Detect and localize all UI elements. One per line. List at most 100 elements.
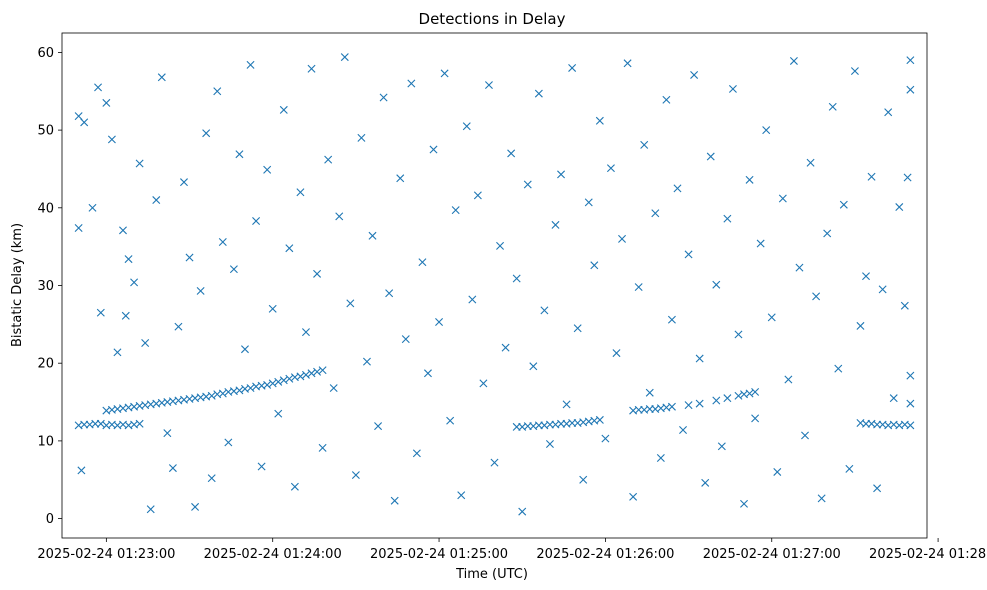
data-point [695,399,704,408]
data-point [745,175,754,184]
data-point [318,366,327,375]
data-point [845,464,854,473]
data-point [568,63,577,72]
data-point [152,196,161,205]
data-point [74,224,83,232]
data-point [706,152,715,161]
data-point [412,449,421,458]
data-point [257,462,266,471]
data-point [135,419,144,428]
data-point [96,419,105,428]
data-point [690,70,699,79]
data-point [335,212,344,221]
y-tick-label: 10 [37,434,54,449]
data-point [362,357,371,366]
data-point [640,140,649,149]
data-point [634,283,643,292]
data-point [440,69,449,78]
data-point [468,295,477,304]
data-point [401,335,410,344]
x-tick-label: 2025-02-24 01:25:00 [370,547,508,562]
data-point [94,83,103,92]
data-point [307,369,316,378]
data-point [662,95,671,104]
data-point [207,474,216,483]
chart-title: Detections in Delay [419,10,566,28]
data-point [218,238,227,246]
data-point [867,172,876,181]
data-point [329,384,338,393]
data-point [728,84,737,93]
data-point [357,133,366,142]
x-tick-label: 2025-02-24 01:24:00 [204,547,342,562]
data-point [656,453,665,462]
data-point [701,478,710,487]
data-point [301,328,310,337]
data-point [202,129,211,138]
scatter-markers [74,53,915,516]
data-point [296,372,305,381]
data-point [828,102,837,111]
data-point [418,258,427,267]
data-point [157,73,166,82]
data-point [246,384,255,393]
data-point [806,158,815,167]
data-point [119,226,127,235]
data-point [246,60,255,69]
data-point [884,108,893,117]
y-axis-title: Bistatic Delay (km) [10,223,25,347]
data-point [856,321,865,330]
data-point [451,206,460,215]
data-point [80,118,89,127]
data-point [279,376,288,385]
data-point [839,200,848,209]
data-point [557,170,566,179]
data-point [529,362,538,371]
data-point [107,135,116,144]
data-point [268,379,277,388]
data-point [834,364,843,373]
data-point [307,64,316,73]
data-point [340,53,349,62]
data-point [501,343,510,352]
y-tick-label: 60 [37,46,54,61]
data-point [712,396,721,405]
data-point [479,379,488,388]
data-point [130,278,139,287]
data-point [778,194,787,203]
data-point [684,250,693,259]
data-point [573,324,582,333]
data-point [551,220,560,229]
data-point [723,394,732,403]
data-point [817,494,826,503]
data-point [795,263,804,272]
data-point [462,122,471,131]
data-point [862,272,870,281]
data-point [385,289,394,298]
data-point [773,467,782,476]
data-point [878,285,887,294]
data-point [906,85,915,94]
data-point [274,377,283,386]
data-point [823,229,832,238]
data-point [762,126,771,135]
data-point [473,191,482,200]
data-point [889,394,898,403]
data-point [906,399,915,408]
data-point [812,292,821,301]
data-point [751,387,760,396]
data-point [407,79,416,88]
data-point [346,299,355,308]
data-point [301,370,310,379]
data-point [684,401,693,410]
data-point [96,308,105,317]
data-point [121,311,130,320]
data-point [207,391,216,400]
data-point [618,234,627,243]
data-point [374,422,383,431]
data-point [906,371,915,380]
data-point [163,429,172,438]
data-point [734,330,743,339]
data-point [740,499,749,508]
